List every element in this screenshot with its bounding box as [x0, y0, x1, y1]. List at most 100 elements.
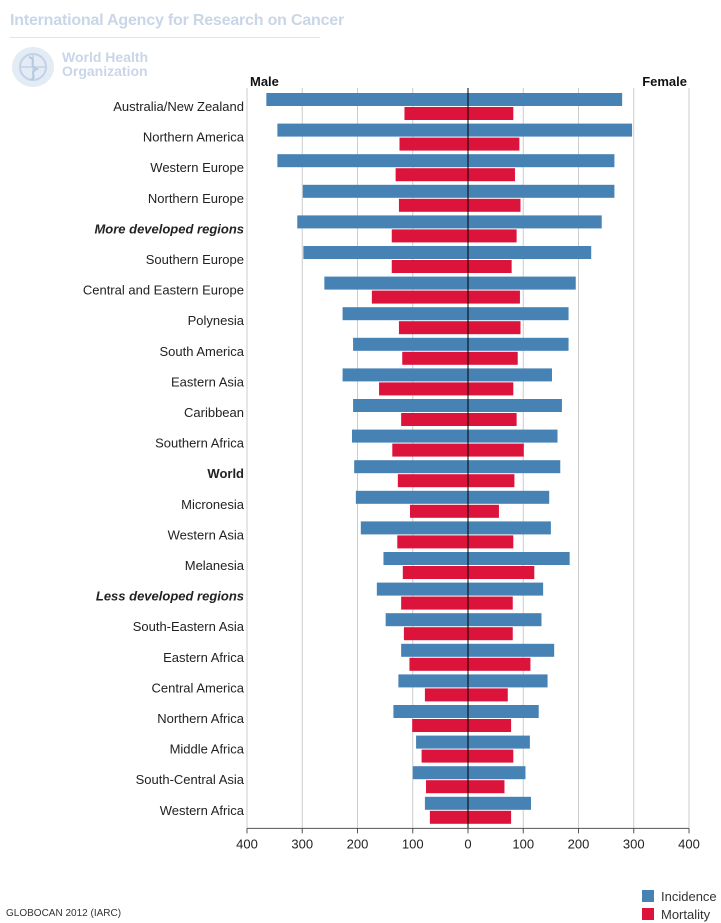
bar-incidence-male [354, 460, 468, 474]
x-tick-label: 100 [512, 836, 534, 851]
category-label: Southern Africa [155, 436, 245, 451]
x-tick-label: 300 [623, 836, 645, 851]
category-label: Northern Africa [157, 711, 244, 726]
bar-mortality-male [395, 168, 468, 182]
female-label: Female [642, 74, 687, 89]
legend-item-mortality: Mortality [642, 905, 717, 923]
category-label: Middle Africa [170, 742, 245, 757]
bar-incidence-male [353, 399, 468, 412]
bar-mortality-male [421, 749, 468, 763]
bar-incidence-female [468, 154, 615, 168]
bar-mortality-male [397, 535, 468, 549]
bar-incidence-male [324, 276, 468, 290]
legend-label-mortality: Mortality [661, 906, 711, 922]
bar-incidence-female [468, 705, 539, 718]
legend-label-incidence: Incidence [661, 888, 717, 904]
bar-incidence-female [468, 735, 530, 749]
bar-incidence-male [385, 613, 468, 627]
bar-mortality-female [468, 413, 517, 426]
bar-incidence-male [416, 735, 468, 749]
category-label: Central America [152, 680, 245, 695]
bar-incidence-female [468, 276, 576, 290]
category-label: More developed regions [94, 221, 244, 236]
category-label: Western Asia [168, 527, 245, 542]
bar-incidence-female [468, 460, 561, 474]
bar-mortality-female [468, 168, 515, 182]
bar-incidence-female [468, 337, 569, 351]
x-tick-label: 200 [568, 836, 590, 851]
butterfly-chart: Male Female Australia/New Zealand Northern … [83, 74, 700, 851]
bar-mortality-male [409, 657, 468, 671]
x-tick-label: 100 [402, 836, 424, 851]
bar-mortality-female [468, 688, 508, 702]
category-label: South-Central Asia [136, 772, 245, 787]
bar-incidence-female [468, 796, 531, 810]
bar-incidence-male [412, 766, 468, 780]
bar-incidence-male [353, 337, 468, 351]
category-label: South-Eastern Asia [133, 619, 245, 634]
bar-incidence-male [266, 93, 468, 106]
bar-mortality-female [468, 535, 514, 549]
bar-mortality-female [468, 443, 524, 457]
bar-mortality-female [468, 504, 499, 518]
bar-incidence-female [468, 490, 550, 504]
bar-mortality-male [402, 566, 468, 579]
bar-mortality-female [468, 229, 517, 243]
bar-incidence-male [424, 796, 468, 810]
bar-mortality-female [468, 657, 531, 671]
bar-mortality-female [468, 107, 514, 120]
bar-mortality-female [468, 474, 515, 488]
category-label: Australia/New Zealand [113, 99, 244, 114]
bar-mortality-female [468, 719, 512, 732]
bar-mortality-female [468, 351, 518, 365]
bar-mortality-male [412, 719, 468, 732]
who-line-1: World Health [62, 49, 149, 65]
bar-incidence-male [383, 552, 468, 565]
bar-incidence-male [401, 643, 468, 657]
x-tick-label: 0 [464, 836, 471, 851]
x-tick-label: 400 [236, 836, 258, 851]
category-label: Eastern Africa [163, 650, 245, 665]
bar-incidence-male [360, 521, 468, 535]
bar-incidence-female [468, 368, 552, 382]
bar-mortality-male [424, 688, 468, 702]
bar-incidence-female [468, 521, 551, 535]
bar-mortality-female [468, 810, 512, 824]
bar-mortality-male [398, 198, 468, 212]
category-label: Micronesia [181, 497, 245, 512]
bar-incidence-female [468, 643, 555, 657]
bar-incidence-male [398, 674, 468, 688]
bar-mortality-male [403, 627, 468, 641]
category-label: South America [159, 344, 244, 359]
bar-incidence-female [468, 93, 623, 106]
bar-incidence-female [468, 246, 592, 259]
bar-mortality-male [401, 413, 468, 426]
bar-mortality-male [398, 321, 468, 335]
bar-mortality-male [391, 260, 468, 273]
bar-mortality-male [391, 229, 468, 243]
bar-incidence-female [468, 582, 544, 596]
bar-incidence-female [468, 123, 633, 137]
bar-incidence-female [468, 552, 570, 565]
source-footer: GLOBOCAN 2012 (IARC) [6, 908, 122, 919]
category-label: Eastern Asia [171, 374, 245, 389]
bar-mortality-female [468, 198, 521, 212]
bar-mortality-male [399, 137, 468, 151]
who-line-2: Organization [62, 63, 148, 79]
bar-incidence-male [342, 368, 468, 382]
bar-incidence-female [468, 399, 562, 412]
bar-incidence-female [468, 674, 548, 688]
x-tick-label: 300 [291, 836, 313, 851]
bar-mortality-female [468, 627, 513, 641]
bar-incidence-male [342, 307, 468, 321]
bar-incidence-female [468, 613, 542, 627]
bar-mortality-male [371, 290, 468, 304]
bar-mortality-female [468, 780, 505, 794]
bar-mortality-female [468, 260, 512, 273]
legend: Incidence Mortality [642, 887, 717, 923]
who-emblem-icon [12, 47, 54, 87]
bar-mortality-female [468, 290, 520, 304]
bar-mortality-male [379, 382, 468, 396]
bar-mortality-female [468, 382, 514, 396]
category-label: Southern Europe [146, 252, 244, 267]
